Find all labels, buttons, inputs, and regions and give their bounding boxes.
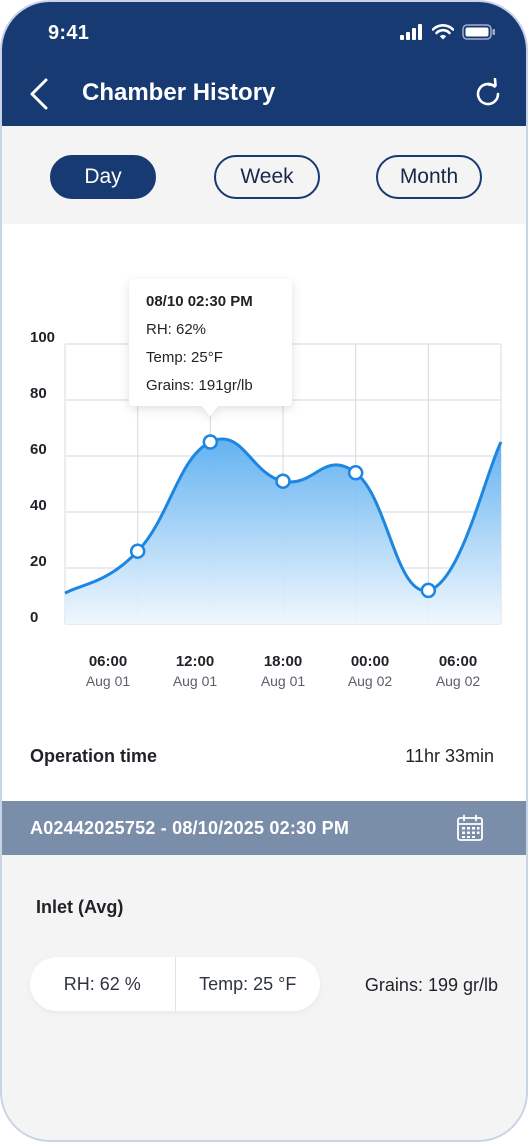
signal-icon [400, 24, 422, 40]
inlet-grains: Grains: 199 gr/lb [364, 975, 498, 995]
inlet-values-pill: RH: 62 % Temp: 25 °F [30, 957, 320, 1011]
tab-day[interactable]: Day [50, 155, 156, 199]
x-tick-time: 06:00 [439, 653, 477, 670]
y-tick-label: 40 [30, 497, 47, 514]
refresh-button[interactable] [472, 77, 504, 110]
x-tick-date: Aug 02 [348, 673, 393, 689]
x-tick-date: Aug 01 [173, 673, 218, 689]
y-tick-label: 0 [30, 609, 38, 626]
x-tick-date: Aug 01 [86, 673, 131, 689]
refresh-icon [476, 77, 500, 106]
back-button[interactable] [26, 76, 56, 112]
data-point-marker[interactable] [202, 434, 219, 450]
inlet-title: Inlet (Avg) [36, 897, 124, 917]
chart-panel: 100 80 60 40 20 0 06:00 Aug 01 12:00 Aug 01 18:00… [2, 224, 526, 801]
x-tick-time: 18:00 [264, 653, 302, 670]
y-tick-label: 60 [30, 441, 47, 458]
session-bar: A02442025752 - 08/10/2025 02:30 PM [2, 801, 526, 855]
data-point-marker[interactable] [129, 543, 146, 559]
wifi-icon [432, 24, 454, 40]
x-axis: 06:00 Aug 01 12:00 Aug 01 18:00 Aug 01 00:00 Au… [86, 653, 481, 689]
page-title: Chamber History [82, 79, 276, 106]
chart-area [65, 438, 501, 624]
battery-icon [462, 24, 495, 40]
humidity-chart[interactable]: 100 80 60 40 20 0 06:00 Aug 01 12:00 Aug 01 18:00… [2, 224, 528, 724]
inlet-rh: RH: 62 % [63, 973, 141, 994]
x-tick-time: 06:00 [89, 653, 127, 670]
status-time: 9:41 [48, 22, 90, 44]
tab-month[interactable]: Month [376, 155, 482, 199]
y-axis: 100 80 60 40 20 0 [30, 329, 55, 626]
x-tick-time: 12:00 [176, 653, 214, 670]
data-point-marker[interactable] [275, 473, 291, 489]
x-tick-date: Aug 02 [436, 673, 481, 689]
inlet-section: Inlet (Avg) RH: 62 % Temp: 25 °F Grains:… [2, 855, 526, 1140]
x-tick-time: 00:00 [351, 653, 389, 670]
data-point-marker[interactable] [420, 582, 437, 599]
session-id-datetime: A02442025752 - 08/10/2025 02:30 PM [30, 818, 350, 838]
pill-divider [174, 957, 176, 1011]
tooltip-temp: Temp: 25°F [146, 349, 223, 366]
chart-tooltip: 08/10 02:30 PM RH: 62% Temp: 25°F Grains… [129, 279, 292, 416]
chart-markers [129, 434, 437, 599]
status-icons [400, 24, 496, 40]
y-tick-label: 100 [30, 329, 55, 346]
inlet-temp: Temp: 25 °F [199, 973, 297, 994]
tooltip-grains: Grains: 191gr/lb [146, 377, 253, 394]
tab-week[interactable]: Week [214, 155, 320, 199]
range-tabs: Day Week Month [2, 126, 526, 224]
x-tick-date: Aug 01 [261, 673, 306, 689]
y-tick-label: 80 [30, 385, 47, 402]
tooltip-datetime: 08/10 02:30 PM [146, 293, 253, 310]
y-tick-label: 20 [30, 553, 47, 570]
calendar-icon [457, 814, 483, 841]
app-header: 9:41 Chamber History [2, 2, 526, 126]
operation-time-label: Operation time [30, 746, 158, 766]
operation-time-value: 11hr 33min [405, 746, 494, 766]
calendar-button[interactable] [456, 814, 484, 842]
tooltip-rh: RH: 62% [146, 321, 206, 338]
data-point-marker[interactable] [347, 465, 364, 481]
back-icon [30, 78, 48, 110]
